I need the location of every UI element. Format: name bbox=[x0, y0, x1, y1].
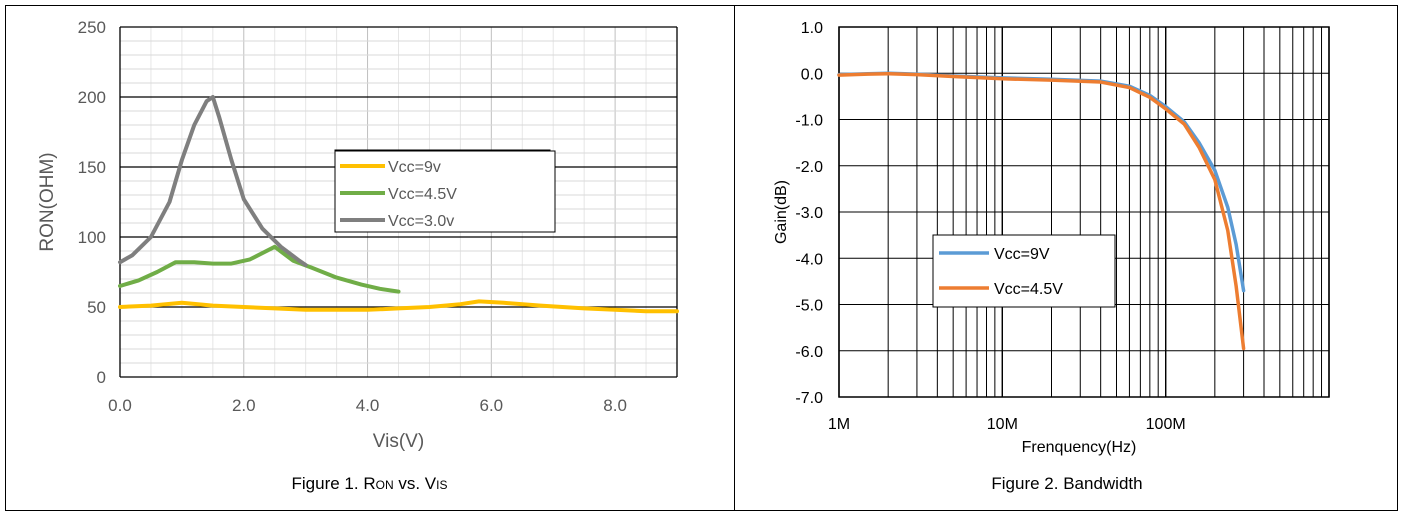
y-tick-label: 100 bbox=[78, 228, 106, 247]
y-tick-label: 50 bbox=[87, 298, 106, 317]
legend-label: Vcc=3.0v bbox=[388, 213, 454, 230]
y-tick-label: 200 bbox=[78, 88, 106, 107]
x-tick-label: 100M bbox=[1146, 416, 1186, 433]
y-tick-label: 250 bbox=[78, 18, 106, 37]
y-tick-label: 1.0 bbox=[801, 20, 823, 37]
x-tick-label: 4.0 bbox=[356, 396, 380, 415]
legend-label: Vcc=9v bbox=[388, 159, 441, 176]
ron-vs-vis-chart: 0 50 100 150 200 250 0.0 2.0 4.0 6.0 8.0 Vis(V) RON(… bbox=[37, 18, 679, 452]
y-tick-label: -6.0 bbox=[795, 344, 823, 361]
figure-divider bbox=[734, 5, 735, 511]
legend-box bbox=[932, 234, 1116, 308]
x-axis-title: Vis(V) bbox=[373, 431, 424, 452]
y-axis-title: RON(OHM) bbox=[37, 152, 58, 251]
y-tick-label: -4.0 bbox=[795, 251, 823, 268]
x-tick-label: 10M bbox=[987, 416, 1018, 433]
figure-1-caption: Figure 1. RON vs. VIS bbox=[291, 474, 448, 493]
series-line bbox=[118, 299, 679, 314]
y-tick-label: -5.0 bbox=[795, 298, 823, 315]
y-tick-label: 0 bbox=[97, 368, 106, 387]
x-axis-title: Frenquency(Hz) bbox=[1022, 439, 1137, 456]
series-line bbox=[118, 244, 401, 294]
series-line bbox=[837, 71, 1246, 351]
x-tick-label: 0.0 bbox=[108, 396, 132, 415]
y-tick-label: 150 bbox=[78, 158, 106, 177]
y-tick-label: -2.0 bbox=[795, 159, 823, 176]
x-tick-label: 1M bbox=[828, 416, 850, 433]
plot-border bbox=[838, 26, 1330, 398]
x-tick-label: 6.0 bbox=[480, 396, 504, 415]
y-axis-title: Gain(dB) bbox=[773, 180, 790, 244]
figure-frame bbox=[5, 5, 1398, 511]
x-tick-label: 2.0 bbox=[232, 396, 256, 415]
legend-label: Vcc=9V bbox=[994, 246, 1050, 263]
x-tick-label: 8.0 bbox=[603, 396, 627, 415]
series-line bbox=[118, 95, 308, 267]
bandwidth-chart: 1.0 0.0 -1.0 -2.0 -3.0 -4.0 -5.0 -6.0 -7.0 1M 10M 1… bbox=[773, 20, 1330, 456]
legend-label: Vcc=4.5V bbox=[388, 186, 457, 203]
figure-2-caption: Figure 2. Bandwidth bbox=[991, 474, 1143, 493]
legend-label: Vcc=4.5V bbox=[994, 281, 1063, 298]
y-tick-label: 0.0 bbox=[801, 66, 823, 83]
y-tick-label: -7.0 bbox=[795, 390, 823, 407]
y-tick-label: -1.0 bbox=[795, 113, 823, 130]
y-tick-label: -3.0 bbox=[795, 205, 823, 222]
